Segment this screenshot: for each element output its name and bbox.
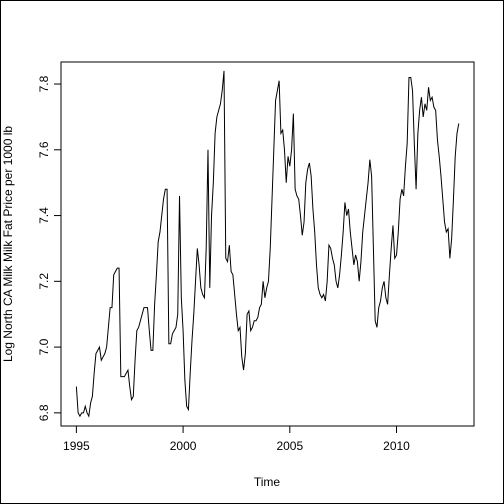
line [75, 70, 460, 418]
y-tick-label: 7.2 [37, 273, 51, 290]
x-tick-label: 1995 [63, 439, 90, 453]
x-tick-label: 2010 [383, 439, 410, 453]
x-axis-title: Time [254, 475, 281, 489]
y-tick-label: 7.6 [37, 141, 51, 158]
plot-box [60, 61, 475, 427]
x-tick-label: 2000 [170, 439, 197, 453]
y-tick-label: 6.8 [37, 404, 51, 421]
y-tick-label: 7.4 [37, 207, 51, 224]
y-tick-label: 7.0 [37, 338, 51, 355]
y-tick-label: 7.8 [37, 75, 51, 92]
x-tick-label: 2005 [276, 439, 303, 453]
y-axis-title: Log North CA Milk Milk Fat Price per 100… [1, 126, 15, 362]
